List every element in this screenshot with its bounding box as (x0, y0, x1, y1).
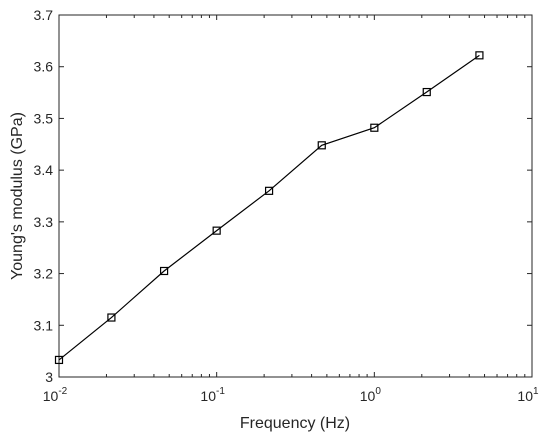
plot-area (58, 14, 533, 378)
x-axis: 10-2 10-1 100 101 (43, 15, 539, 404)
y-tick-label: 3.3 (34, 214, 54, 230)
y-axis-title: Young's modulus (GPa) (9, 112, 26, 280)
y-tick-label: 3.2 (34, 266, 54, 282)
data-point-marker (422, 87, 431, 97)
x-tick-label: 101 (517, 386, 539, 404)
data-point-marker (264, 186, 274, 195)
data-point-marker (317, 141, 326, 150)
series-layer (54, 51, 484, 365)
data-point-marker (212, 226, 221, 235)
data-point-marker (54, 355, 64, 365)
y-tick-label: 3.6 (34, 59, 54, 75)
y-tick-label: 3.4 (34, 162, 54, 178)
y-tick-label: 3.1 (34, 317, 54, 333)
data-point-marker (370, 123, 379, 132)
data-point-marker (475, 51, 484, 60)
y-tick-label: 3.7 (34, 7, 54, 23)
y-tick-label: 3 (45, 369, 53, 385)
plot-frame (58, 14, 533, 378)
x-tick-label: 10-2 (43, 386, 68, 404)
y-tick-label: 3.5 (34, 110, 54, 126)
x-tick-label: 100 (360, 386, 382, 404)
data-point-marker (107, 313, 116, 322)
data-point-marker (159, 266, 169, 276)
y-axis: 3 3.1 3.2 3.3 3.4 3.5 3.6 3.7 (34, 7, 532, 385)
series-line (58, 54, 480, 361)
x-axis-title: Frequency (Hz) (240, 415, 350, 432)
x-tick-label: 10-1 (200, 386, 225, 404)
